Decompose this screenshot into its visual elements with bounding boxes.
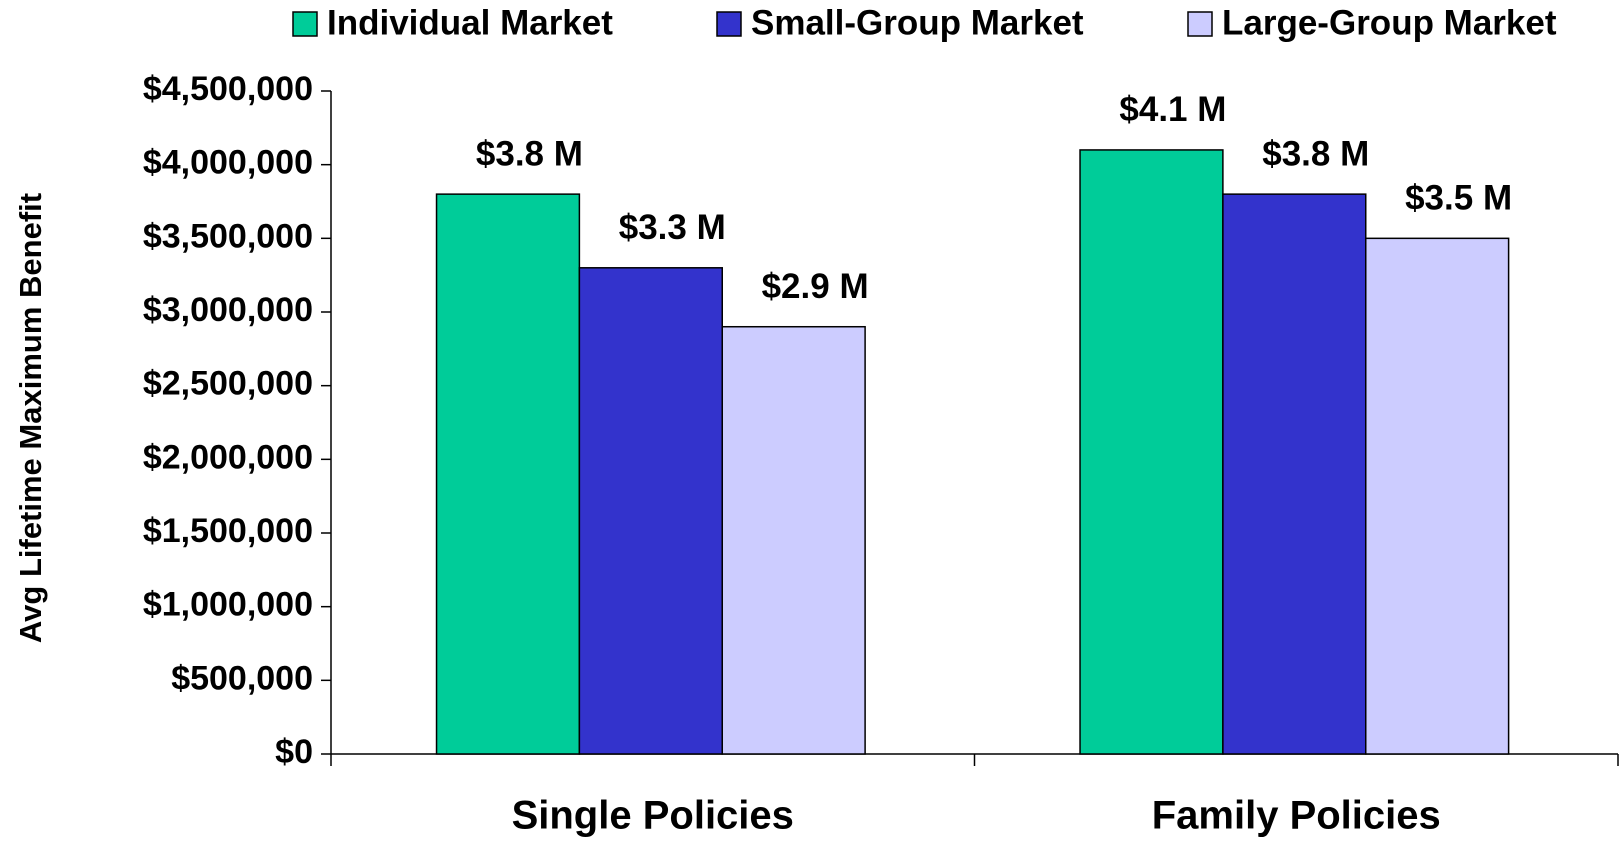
y-tick-label: $500,000: [171, 659, 313, 697]
legend-swatch: [716, 11, 742, 37]
y-tick-label: $3,000,000: [143, 291, 313, 329]
value-label: $3.3 M: [619, 208, 726, 247]
value-label: $3.8 M: [1262, 134, 1369, 173]
bar: [1364, 237, 1510, 755]
x-tick-label: Family Policies: [1152, 794, 1441, 838]
value-label: $3.8 M: [476, 134, 583, 173]
bar: [1222, 193, 1367, 755]
legend-swatch: [292, 11, 318, 37]
y-axis-label: Avg Lifetime Maximum Benefit: [13, 193, 48, 643]
legend-label: Individual Market: [327, 3, 613, 42]
legend-label: Small-Group Market: [751, 3, 1084, 42]
bar: [435, 193, 581, 755]
bar: [1079, 149, 1224, 755]
legend-label: Large-Group Market: [1222, 3, 1557, 42]
value-label: $2.9 M: [762, 267, 869, 306]
y-tick-label: $1,000,000: [143, 586, 313, 624]
y-tick-label: $2,500,000: [143, 365, 313, 403]
bar: [578, 267, 723, 755]
value-label: $4.1 M: [1119, 90, 1226, 129]
y-tick-label: $0: [275, 733, 313, 771]
y-tick-label: $1,500,000: [143, 512, 313, 550]
x-tick-label: Single Policies: [512, 794, 794, 838]
y-tick-label: $3,500,000: [143, 217, 313, 255]
y-tick-label: $2,000,000: [143, 438, 313, 476]
legend-swatch: [1187, 11, 1213, 37]
y-tick-label: $4,500,000: [143, 70, 313, 108]
y-tick-label: $4,000,000: [143, 144, 313, 182]
value-label: $3.5 M: [1405, 179, 1512, 218]
bar: [721, 325, 866, 755]
